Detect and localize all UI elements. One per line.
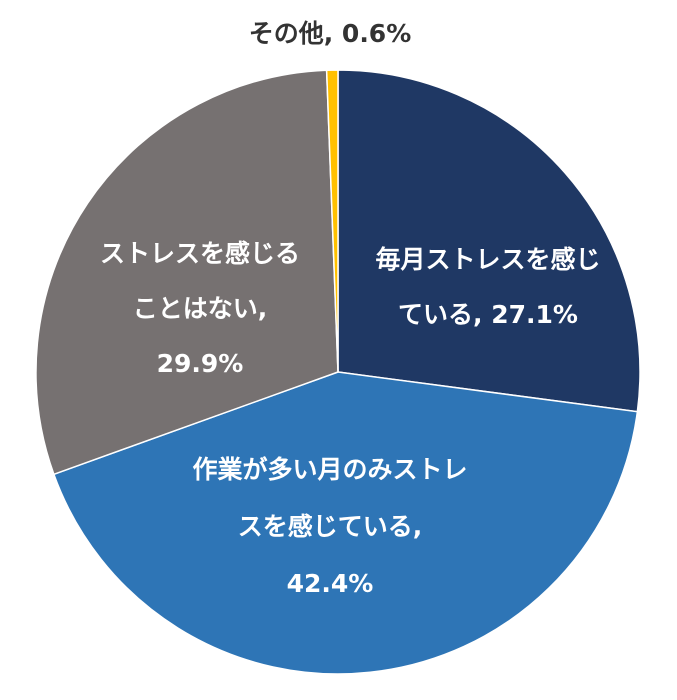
slice-label-line: 作業が多い月のみストレ bbox=[192, 455, 467, 484]
slice-label-line: その他, 0.6% bbox=[249, 19, 412, 48]
slice-label-line: 毎月ストレスを感じ bbox=[375, 245, 600, 274]
pie-slices bbox=[35, 69, 641, 675]
slice-label-line: ている, 27.1% bbox=[398, 300, 578, 329]
pie-slice-3 bbox=[35, 69, 339, 476]
slice-label-4: その他, 0.6% bbox=[249, 19, 412, 48]
pie-slice-2 bbox=[52, 371, 639, 675]
slice-label-3: ストレスを感じることはない, 29.9% bbox=[100, 239, 300, 378]
pie-labels: 毎月ストレスを感じている, 27.1% 作業が多い月のみストレスを感じている, 42… bbox=[100, 19, 601, 598]
slice-label-line: 42.4% bbox=[287, 569, 374, 598]
pie-slice-4 bbox=[325, 69, 339, 373]
slice-label-line: 29.9% bbox=[157, 349, 244, 378]
pie-slice-1 bbox=[337, 69, 641, 413]
slice-label-line: ことはない, bbox=[133, 294, 268, 323]
slice-label-line: スを感じている, bbox=[238, 512, 423, 541]
slice-label-1: 毎月ストレスを感じている, 27.1% bbox=[375, 245, 600, 329]
slice-label-2: 作業が多い月のみストレスを感じている, 42.4% bbox=[192, 455, 467, 598]
slice-label-line: ストレスを感じる bbox=[100, 239, 300, 268]
